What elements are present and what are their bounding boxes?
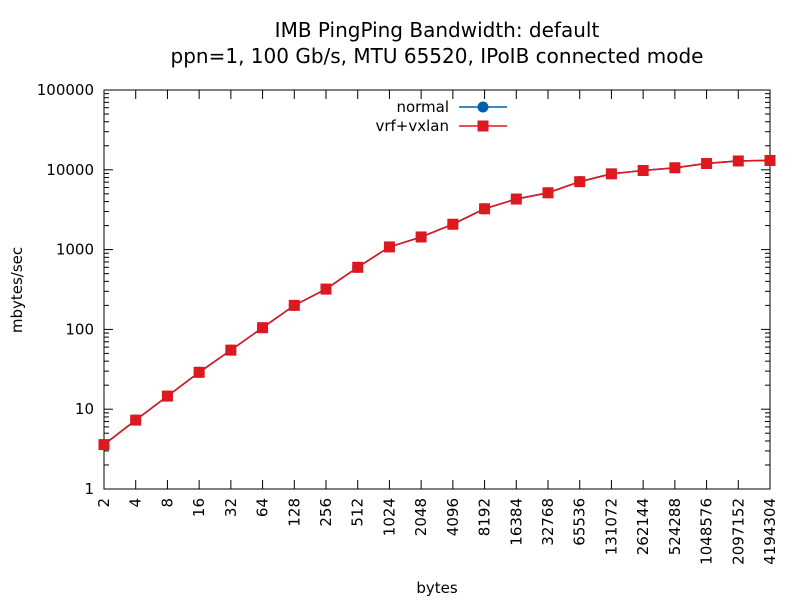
data-point xyxy=(669,162,681,174)
data-point xyxy=(447,218,459,230)
data-point xyxy=(98,439,110,451)
x-tick-label: 2 xyxy=(95,498,113,508)
y-axis-label: mbytes/sec xyxy=(8,247,26,333)
x-tick-label: 16384 xyxy=(507,498,525,546)
x-tick-label: 64 xyxy=(254,498,272,517)
x-tick-label: 8192 xyxy=(476,498,494,536)
x-tick-label: 8 xyxy=(158,498,176,508)
x-tick-label: 65536 xyxy=(571,498,589,546)
chart-subtitle: ppn=1, 100 Gb/s, MTU 65520, IPoIB connec… xyxy=(171,44,704,68)
data-point xyxy=(605,168,617,180)
data-point xyxy=(637,165,649,177)
y-tick-label: 100 xyxy=(65,320,94,338)
data-point xyxy=(479,203,491,215)
x-tick-label: 2097152 xyxy=(729,498,747,565)
series-layer xyxy=(98,154,776,451)
data-point xyxy=(574,176,586,188)
x-tick-label: 16 xyxy=(190,498,208,517)
data-point xyxy=(764,154,776,166)
legend-marker xyxy=(477,120,489,132)
data-point xyxy=(732,155,744,167)
x-tick-label: 32 xyxy=(222,498,240,517)
x-axis-label: bytes xyxy=(416,579,458,597)
chart-title: IMB PingPing Bandwidth: default xyxy=(275,18,600,42)
legend-label: vrf+vxlan xyxy=(375,117,449,135)
legend-marker xyxy=(477,101,489,113)
data-point xyxy=(415,231,427,243)
data-point xyxy=(320,283,332,295)
data-point xyxy=(510,193,522,205)
y-tick-label: 10000 xyxy=(46,161,94,179)
x-tick-label: 4096 xyxy=(444,498,462,536)
data-point xyxy=(288,299,300,311)
x-tick-label: 32768 xyxy=(539,498,557,546)
x-tick-label: 1024 xyxy=(380,498,398,536)
y-tick-label: 10 xyxy=(75,400,94,418)
x-tick-label: 2048 xyxy=(412,498,430,536)
legend-label: normal xyxy=(396,98,449,116)
data-point xyxy=(130,414,142,426)
data-point xyxy=(352,261,364,273)
series-line-normal xyxy=(103,159,771,446)
x-tick-label: 131072 xyxy=(602,498,620,555)
y-tick-label: 1 xyxy=(84,480,94,498)
data-point xyxy=(701,157,713,169)
series-line-vrf-vxlan xyxy=(103,159,771,446)
x-tick-label: 256 xyxy=(317,498,335,527)
plot-area-frame xyxy=(103,89,771,490)
data-point xyxy=(257,322,269,334)
x-tick-label: 512 xyxy=(349,498,367,527)
data-point xyxy=(225,344,237,356)
data-point xyxy=(542,187,554,199)
data-point xyxy=(383,241,395,253)
x-axis-ticks: 2 4 8 16 32 64 128 256 512 1024 2048 4096 8192 16384 3… xyxy=(95,90,779,565)
x-tick-label: 524288 xyxy=(666,498,684,555)
data-point xyxy=(161,390,173,402)
x-tick-label: 4194304 xyxy=(761,498,779,565)
x-tick-label: 4 xyxy=(127,498,145,508)
x-tick-label: 262144 xyxy=(634,498,652,555)
y-tick-label: 1000 xyxy=(56,241,94,259)
x-tick-label: 128 xyxy=(285,498,303,527)
x-tick-label: 1048576 xyxy=(698,498,716,565)
data-point xyxy=(193,366,205,378)
y-tick-label: 100000 xyxy=(37,81,94,99)
y-axis-ticks: 1 10 100 1000 10000 100000 xyxy=(37,81,770,498)
